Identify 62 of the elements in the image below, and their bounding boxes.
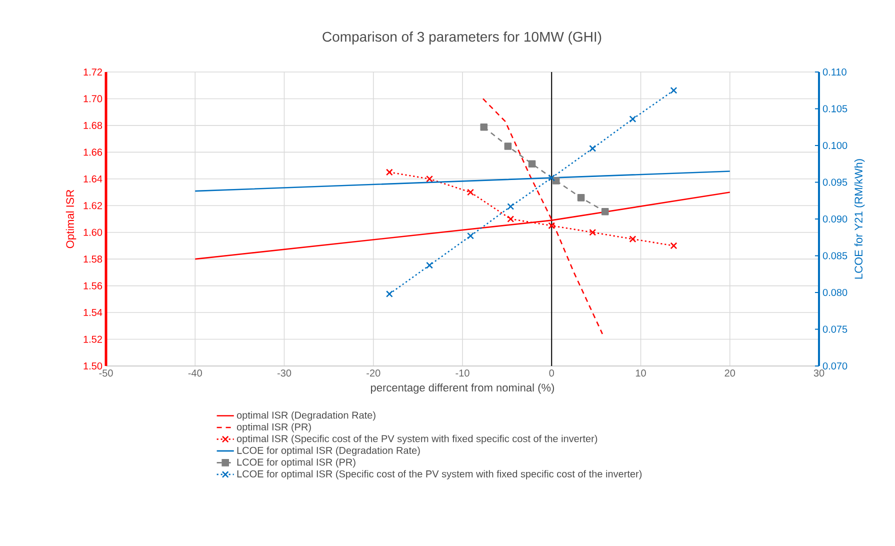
point [601,208,609,216]
legend-label: LCOE for optimal ISR (Degradation Rate) [237,446,420,456]
legend-label: optimal ISR (Degradation Rate) [236,411,376,421]
point [507,203,514,210]
y2-axis-title: LCOE for Y21 (RM/kWh) [854,159,865,279]
y-tick-label: 1.60 [84,228,102,236]
point [386,290,393,298]
point [670,242,678,250]
y2-tick-label: 0.095 [822,178,848,186]
point [629,116,636,123]
x-tick-label: -40 [188,370,202,377]
chart-title: Comparison of 3 parameters for 10MW (GHI) [322,31,602,45]
y-tick-label: 1.70 [84,95,102,102]
point [629,236,636,243]
legend-label: optimal ISR (Specific cost of the PV system with fixed specific cost of the inverter) [236,434,598,444]
point [507,216,514,222]
y2-tick-label: 0.090 [822,215,848,223]
legend-label: LCOE for optimal ISR (PR) [237,458,356,468]
legend-label: optimal ISR (PR) [236,423,311,432]
x-tick-label: 20 [724,370,736,377]
y2-tick-label: 0.085 [822,252,848,260]
legend-label: LCOE for optimal ISR (Specific cost of the PV system with fixed specific cost of the inverter) [237,470,642,480]
point [467,188,474,196]
y-tick-label: 1.50 [84,362,102,370]
point [552,177,560,184]
point [548,222,556,230]
point [426,262,433,269]
x-axis-title: percentage different from nominal (%) [370,383,554,394]
point [589,144,596,152]
point [548,174,556,182]
x-tick-label: -30 [277,370,292,377]
y-tick-label: 1.54 [84,309,102,316]
x-tick-label: 0 [549,370,554,377]
y2-tick-label: 0.105 [822,105,848,112]
y-tick-label: 1.68 [84,122,102,129]
y-tick-label: 1.64 [84,175,102,182]
y2-tick-label: 0.080 [822,288,848,296]
x-tick-label: -10 [456,370,470,377]
y-axis-title: Optimal ISR [66,190,76,248]
point [426,175,433,182]
y-tick-label: 1.56 [84,282,102,290]
x-tick-label: -20 [366,370,380,377]
point [577,194,585,202]
y-tick-label: 1.58 [84,256,102,263]
point [670,86,678,94]
y2-tick-label: 0.075 [822,326,848,333]
y-tick-label: 1.52 [84,336,102,343]
y-tick-label: 1.66 [84,148,102,156]
point [589,228,596,236]
point [480,123,488,131]
y2-tick-label: 0.110 [822,68,846,76]
x-tick-label: -50 [99,370,113,377]
y2-tick-label: 0.100 [822,142,848,150]
point [504,142,512,150]
x-tick-label: 30 [814,370,824,377]
point [528,160,536,168]
y-tick-label: 1.72 [84,68,102,76]
y-tick-label: 1.62 [84,202,102,210]
point [467,232,474,240]
y2-tick-label: 0.070 [822,362,848,370]
x-tick-label: 10 [636,370,646,377]
point [386,168,393,176]
